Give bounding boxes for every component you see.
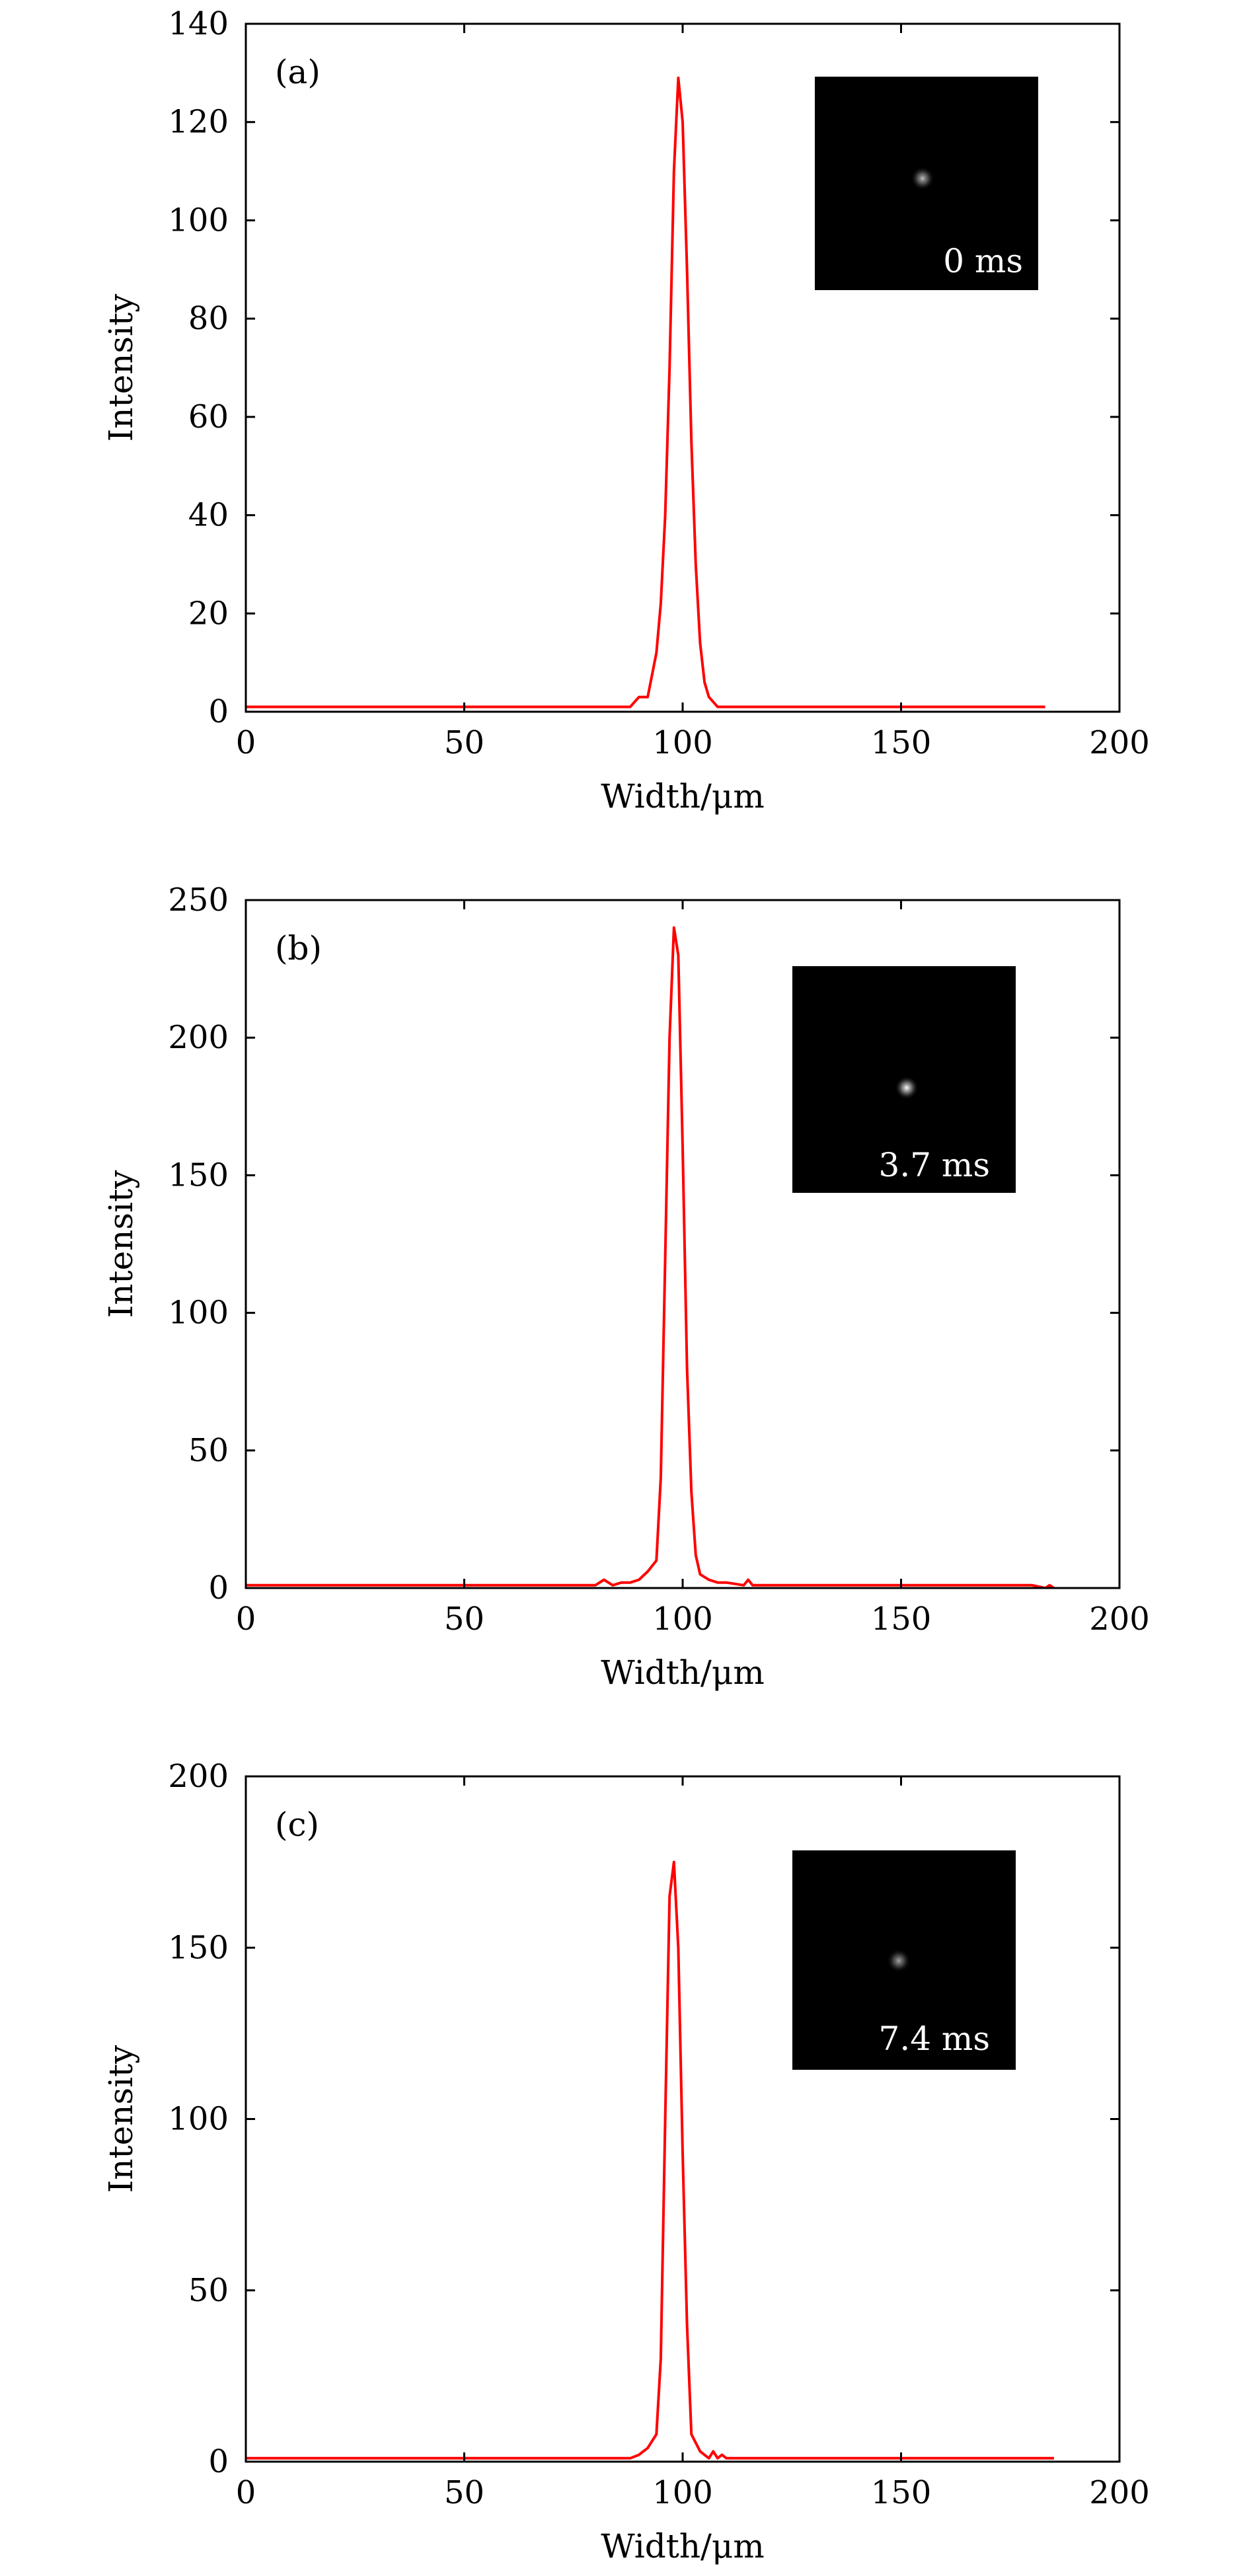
panel-label: (b) — [275, 929, 322, 967]
y-tick-label: 150 — [168, 1156, 229, 1193]
y-tick-label: 120 — [168, 104, 229, 141]
x-axis-label: Width/μm — [601, 777, 765, 815]
x-tick-label: 200 — [1089, 2474, 1150, 2511]
plot-frame — [245, 899, 1121, 1589]
y-axis-label: Intensity — [102, 2045, 140, 2193]
y-tick-label: 100 — [168, 202, 229, 239]
panel-label: (c) — [275, 1805, 319, 1844]
x-tick-label: 0 — [236, 724, 256, 761]
plot-frame — [245, 1775, 1121, 2463]
x-tick-label: 0 — [236, 2474, 256, 2511]
chart-panel-1: 0 50 100 150 200 0 20 40 60 80 100 120 140 Width/μm In… — [102, 5, 1150, 815]
x-tick-label: 50 — [444, 1601, 484, 1638]
panel-label: (a) — [275, 53, 321, 91]
y-tick-label: 20 — [188, 595, 229, 632]
series-line — [246, 76, 1045, 708]
x-tick-label: 100 — [652, 2474, 713, 2511]
x-tick-label: 50 — [444, 2474, 484, 2511]
inset-spot — [911, 167, 934, 190]
x-axis-label: Width/μm — [601, 2527, 765, 2565]
inset-time-label: 3.7 ms — [879, 1146, 990, 1184]
y-tick-label: 80 — [188, 300, 229, 337]
y-tick-label: 150 — [168, 1929, 229, 1966]
y-tick-label: 0 — [208, 1570, 229, 1607]
y-tick-label: 50 — [188, 1432, 229, 1469]
y-tick-label: 100 — [168, 2101, 229, 2138]
y-axis-label: Intensity — [102, 1170, 140, 1318]
inset-spot — [887, 1949, 911, 1973]
plot-frame — [245, 22, 1121, 713]
x-tick-label: 200 — [1089, 1601, 1150, 1638]
y-tick-label: 140 — [168, 5, 229, 42]
inset-time-label: 7.4 ms — [879, 2020, 990, 2058]
y-tick-label: 50 — [188, 2272, 229, 2309]
y-tick-label: 0 — [208, 2443, 229, 2480]
x-tick-label: 50 — [444, 724, 484, 761]
x-tick-label: 0 — [236, 1601, 256, 1638]
y-tick-label: 200 — [168, 1019, 229, 1056]
chart-panel-3: 0 50 100 150 200 0 50 100 150 200 Width/μm Intensit… — [102, 1758, 1150, 2565]
y-tick-label: 0 — [208, 693, 229, 730]
x-tick-label: 100 — [652, 724, 713, 761]
x-tick-label: 150 — [871, 1601, 932, 1638]
x-tick-label: 150 — [871, 724, 932, 761]
y-tick-label: 100 — [168, 1295, 229, 1332]
chart-panel-2: 0 50 100 150 200 0 50 100 150 200 250 Width/μm Inten… — [102, 882, 1150, 1692]
x-tick-label: 200 — [1089, 724, 1150, 761]
x-axis-label: Width/μm — [601, 1653, 765, 1692]
inset-time-label: 0 ms — [943, 242, 1023, 280]
series-line — [246, 926, 1055, 1588]
y-axis-label: Intensity — [102, 293, 140, 442]
y-tick-label: 60 — [188, 398, 229, 436]
y-tick-label: 40 — [188, 497, 229, 534]
inset-spot — [895, 1076, 919, 1100]
x-tick-label: 150 — [871, 2474, 932, 2511]
series-line — [246, 1860, 1054, 2460]
x-tick-label: 100 — [652, 1601, 713, 1638]
y-tick-label: 200 — [168, 1758, 229, 1795]
y-tick-label: 250 — [168, 882, 229, 919]
